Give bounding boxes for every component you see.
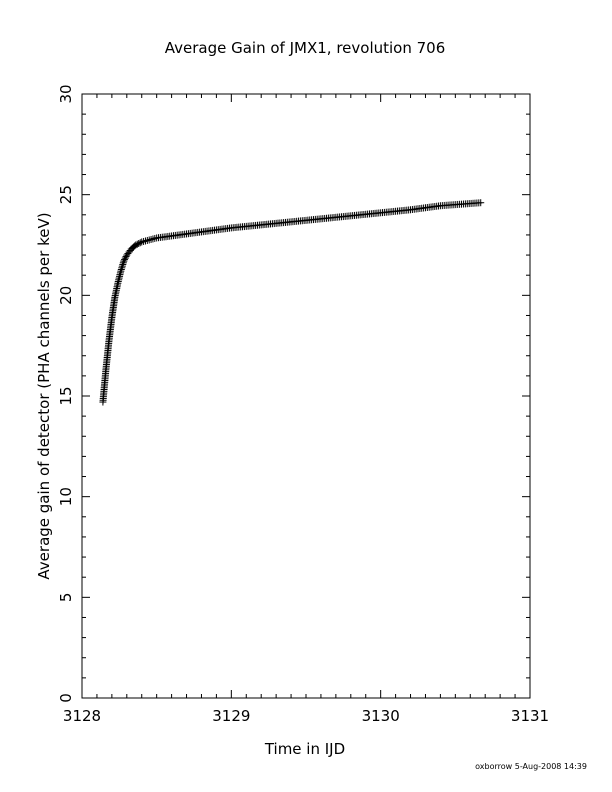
y-tick-label: 10 [57, 487, 75, 506]
y-tick-label: 20 [57, 286, 75, 305]
plot-frame [81, 93, 531, 699]
data-point-marker [132, 241, 140, 249]
data-point-marker [121, 254, 129, 262]
data-point-marker [149, 235, 157, 243]
axis-ticks [81, 93, 531, 699]
data-point-marker [143, 236, 151, 244]
y-axis-label: Average gain of detector (PHA channels p… [35, 212, 53, 579]
y-tick-labels: 0 5 10 15 20 25 30 [57, 84, 75, 702]
data-point-marker [141, 237, 149, 245]
y-tick-label: 5 [57, 593, 75, 603]
x-tick-label: 3131 [511, 707, 549, 725]
x-tick-labels: 3128 3129 3130 3131 [63, 707, 549, 725]
y-tick-label: 15 [57, 386, 75, 405]
x-axis-label: Time in IJD [264, 740, 345, 758]
x-tick-label: 3129 [212, 707, 250, 725]
data-point-marker [121, 256, 129, 264]
y-tick-label: 30 [57, 84, 75, 103]
data-point-marker [151, 234, 159, 242]
y-tick-label: 0 [57, 693, 75, 703]
x-tick-label: 3130 [362, 707, 400, 725]
x-tick-label: 3128 [63, 707, 101, 725]
data-point-marker [135, 239, 143, 247]
data-point-marker [477, 199, 485, 207]
y-tick-label: 25 [57, 185, 75, 204]
data-point-marker [120, 257, 128, 265]
data-point-marker [145, 236, 153, 244]
data-point-marker [133, 240, 141, 248]
data-series [99, 199, 485, 406]
data-point-marker [147, 235, 155, 243]
data-point-marker [136, 239, 144, 247]
footer-stamp: oxborrow 5-Aug-2008 14:39 [475, 762, 587, 771]
chart-title: Average Gain of JMX1, revolution 706 [165, 39, 446, 57]
